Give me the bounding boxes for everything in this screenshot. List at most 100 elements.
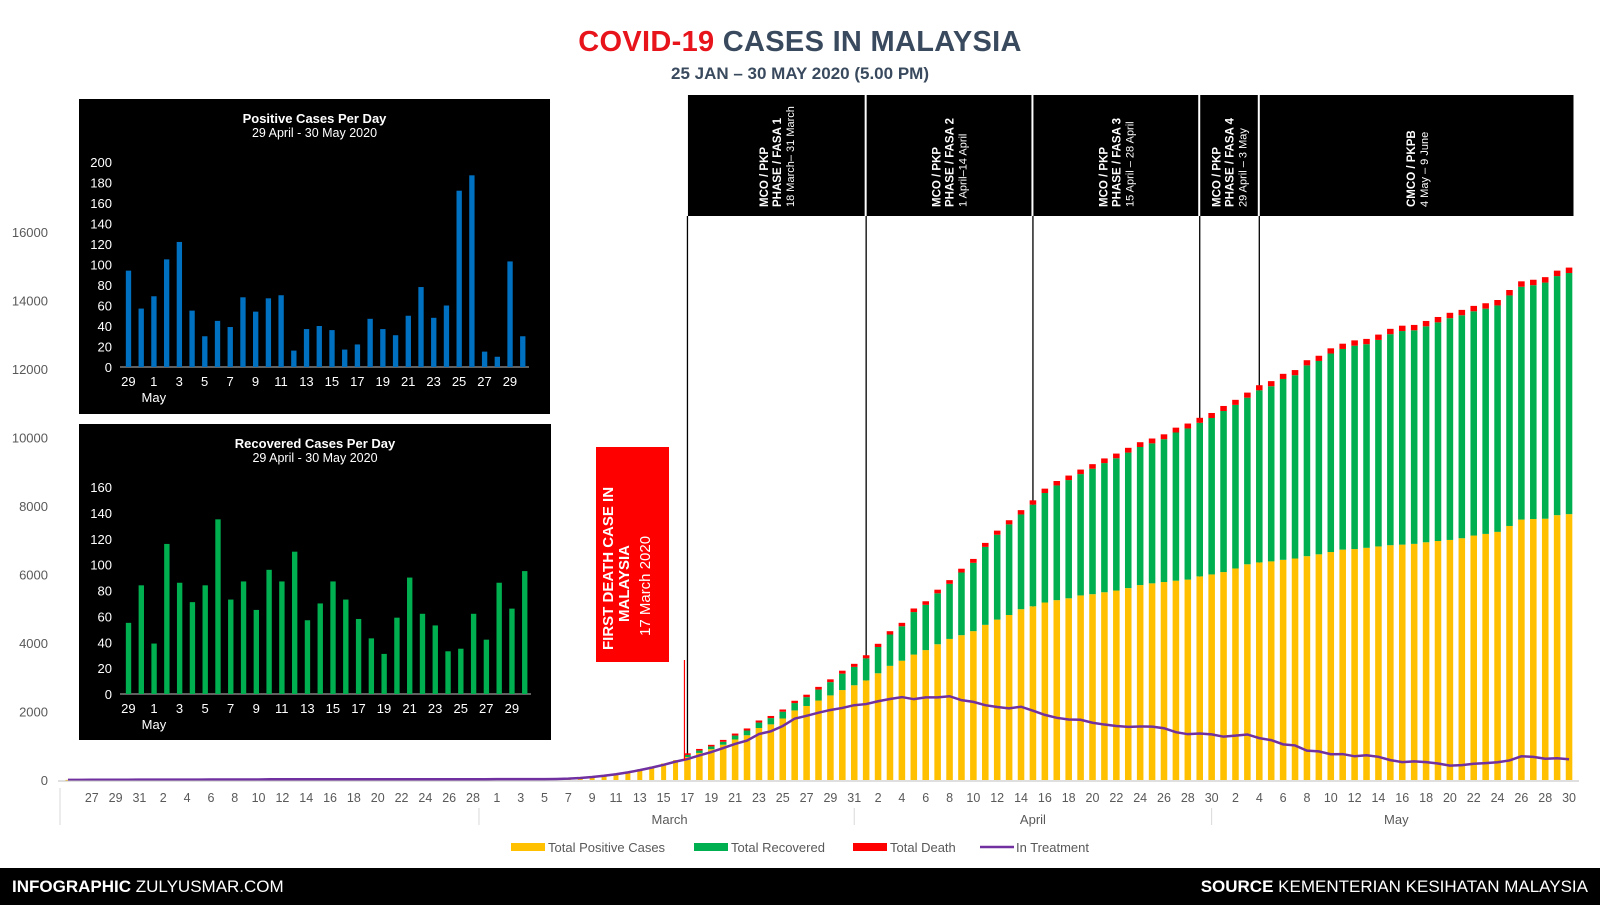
x-tick-label: 8 — [1303, 791, 1310, 805]
bar-total-recovered — [1160, 439, 1168, 583]
bar-total-recovered — [767, 718, 775, 725]
bar-total-death — [1351, 340, 1358, 346]
bar-total-recovered — [922, 604, 929, 651]
x-tick-label: 26 — [1157, 791, 1171, 805]
bar-total-positive — [1410, 543, 1418, 780]
bar-total-recovered — [1494, 305, 1501, 532]
y-tick-label: 4000 — [19, 636, 48, 651]
bar-total-recovered — [1339, 348, 1346, 550]
x-tick-label: 10 — [1324, 791, 1338, 805]
bar-total-death — [767, 715, 775, 719]
inset-x-tick: 25 — [453, 701, 467, 716]
bar-total-death — [1398, 325, 1406, 332]
bar-total-death — [1148, 438, 1156, 444]
bar-total-death — [743, 728, 751, 731]
x-tick-label: 31 — [847, 791, 861, 805]
bar-total-death — [1124, 447, 1132, 453]
bar-total-positive — [946, 638, 953, 780]
bar-total-recovered — [1303, 365, 1311, 557]
inset-bar — [138, 308, 144, 367]
bar-total-positive — [1387, 545, 1394, 780]
x-tick-label: 30 — [1562, 791, 1576, 805]
bar-total-death — [1470, 305, 1478, 312]
inset-x-tick: 29 — [121, 701, 135, 716]
inset-bar — [317, 603, 323, 694]
inset-bar — [368, 638, 375, 694]
inset-bar — [481, 351, 488, 367]
inset-bar — [458, 648, 464, 694]
y-tick-label: 14000 — [12, 294, 48, 309]
legend-label: Total Recovered — [731, 840, 825, 855]
bar-positive-early — [625, 771, 631, 780]
x-tick-label: 10 — [252, 791, 266, 805]
inset-y-tick: 100 — [90, 558, 112, 573]
bar-total-death — [1220, 405, 1227, 412]
x-tick-label: 22 — [1467, 791, 1481, 805]
bar-total-recovered — [708, 746, 715, 750]
phase-text: CMCO / PKPB — [1406, 130, 1418, 207]
bar-total-recovered — [1446, 318, 1454, 540]
x-tick-label: 9 — [589, 791, 596, 805]
bar-total-recovered — [970, 562, 977, 632]
inset-x-tick: 7 — [227, 701, 234, 716]
inset-x-tick: 29 — [503, 374, 517, 389]
inset-bar — [407, 577, 413, 694]
bar-total-recovered — [1387, 334, 1394, 546]
bar-total-death — [886, 631, 894, 635]
bar-total-positive — [1196, 576, 1204, 780]
bar-total-recovered — [684, 754, 691, 757]
inset-bar — [138, 585, 144, 694]
bar-total-recovered — [1208, 418, 1215, 575]
x-tick-label: 19 — [704, 791, 718, 805]
inset-x-tick: 13 — [300, 701, 314, 716]
bar-total-recovered — [719, 741, 727, 745]
bar-total-death — [993, 530, 1001, 535]
bar-total-positive — [755, 728, 763, 780]
inset-bar — [343, 599, 349, 694]
bar-total-death — [1005, 520, 1013, 525]
banner-line-3: 17 March 2020 — [637, 536, 654, 636]
bar-positive-early — [661, 763, 667, 780]
bar-total-death — [1101, 458, 1108, 464]
bar-total-recovered — [1089, 468, 1096, 595]
x-tick-label: 11 — [609, 791, 622, 805]
legend-label: In Treatment — [1016, 840, 1089, 855]
x-tick-label: 18 — [347, 791, 361, 805]
inset-y-tick: 40 — [98, 319, 112, 334]
x-tick-label: 6 — [1280, 791, 1287, 805]
bar-total-recovered — [1124, 452, 1132, 589]
y-tick-label: 8000 — [19, 499, 48, 514]
page-title: COVID-19 CASES IN MALAYSIA — [0, 26, 1600, 59]
bar-total-recovered — [839, 673, 846, 691]
bar-total-death — [934, 589, 941, 594]
bar-total-death — [1410, 324, 1418, 331]
inset-bar — [240, 581, 247, 694]
bar-total-recovered — [696, 750, 703, 753]
bar-positive-early — [673, 760, 679, 780]
footer-source: SOURCE KEMENTERIAN KESIHATAN MALAYSIA — [1200, 877, 1588, 896]
phase-header — [1033, 95, 1199, 216]
bar-total-recovered — [1113, 458, 1120, 591]
bar-total-death — [755, 720, 763, 723]
bar-total-death — [910, 608, 918, 613]
bar-total-positive — [862, 680, 870, 780]
inset-bar — [496, 582, 502, 694]
bar-total-positive — [993, 619, 1001, 780]
bar-total-death — [708, 744, 715, 747]
inset-bar — [329, 330, 335, 367]
x-tick-label: 4 — [898, 791, 905, 805]
bar-total-positive — [958, 635, 965, 780]
inset-bar — [125, 270, 132, 367]
bar-total-recovered — [1351, 345, 1358, 550]
bar-total-death — [839, 670, 846, 674]
bar-total-recovered — [1256, 390, 1263, 563]
bar-total-positive — [1220, 572, 1227, 780]
inset-x-label: May — [142, 390, 167, 405]
inset-x-tick: 15 — [326, 701, 340, 716]
x-tick-label: 14 — [299, 791, 313, 805]
bar-total-positive — [708, 749, 715, 780]
inset-bar — [253, 609, 260, 694]
bar-total-recovered — [1041, 493, 1049, 603]
bar-positive-early — [601, 775, 607, 780]
